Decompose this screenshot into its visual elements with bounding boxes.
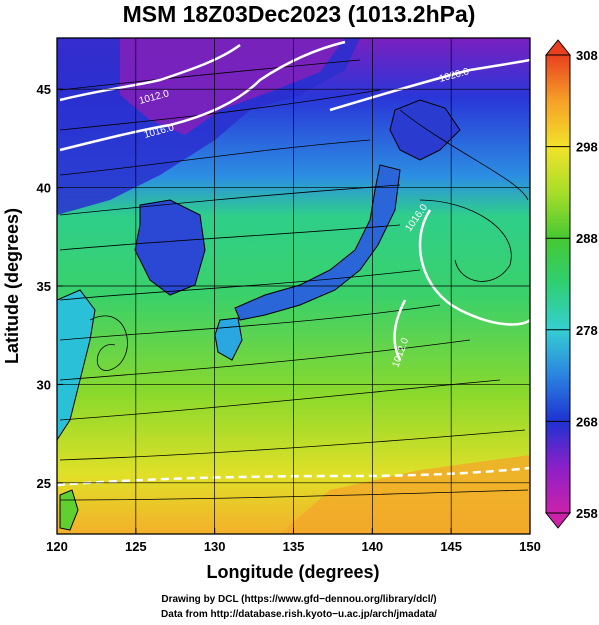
- streamline: [59, 184, 401, 216]
- x-axis: 120 125 130 135 140 145 150: [46, 528, 541, 554]
- colorbar-tick-label: 288: [576, 231, 598, 246]
- isobar-1016-east: [418, 209, 530, 326]
- colorbar-body: [545, 54, 571, 514]
- streamline: [59, 429, 526, 461]
- colorbar-top-arrow: [544, 39, 572, 56]
- streamline: [89, 315, 128, 371]
- y-axis: 25 30 35 40 45: [37, 82, 63, 491]
- y-tick-label: 45: [37, 82, 51, 97]
- streamline: [59, 224, 401, 251]
- x-axis-label: Longitude (degrees): [206, 562, 379, 582]
- warm-air-region: [280, 455, 530, 534]
- plot-area: 1012.0 1016.0 1020.0 1016.0 1012.0: [57, 38, 530, 534]
- x-tick-label: 125: [125, 539, 147, 554]
- x-tick-label: 135: [283, 539, 305, 554]
- credit-data: Data from http://database.rish.kyoto−u.a…: [161, 609, 437, 620]
- honshu-land: [234, 164, 401, 321]
- grid-lines: [57, 38, 530, 534]
- y-tick-label: 35: [37, 279, 51, 294]
- streamline: [419, 199, 512, 282]
- colorbar-tick-label: 258: [576, 506, 598, 521]
- isobars: [57, 40, 530, 487]
- hokkaido-land: [389, 99, 461, 161]
- wind-streamlines: [59, 59, 529, 501]
- isobar-1016-north: [59, 40, 346, 152]
- y-tick-label: 25: [37, 476, 51, 491]
- y-tick-label: 40: [37, 181, 51, 196]
- x-tick-label: 140: [361, 539, 383, 554]
- y-axis-label: Latitude (degrees): [2, 208, 22, 364]
- colorbar-tick-label: 268: [576, 414, 598, 429]
- isobar-1012-north: [59, 43, 241, 102]
- streamline: [399, 109, 529, 201]
- china-coast-land: [57, 289, 96, 441]
- streamline: [59, 379, 501, 421]
- streamline: [59, 139, 371, 176]
- isobar-1020: [329, 58, 530, 112]
- x-tick-label: 130: [204, 539, 226, 554]
- streamline: [59, 269, 421, 301]
- streamline: [59, 339, 471, 381]
- colorbar-bottom-arrow: [544, 512, 572, 529]
- colorbar-tick-label: 298: [576, 140, 598, 155]
- chart-title: MSM 18Z03Dec2023 (1013.2hPa): [123, 1, 476, 27]
- streamline: [59, 59, 361, 91]
- y-tick-label: 30: [37, 377, 51, 392]
- x-tick-label: 120: [46, 539, 68, 554]
- credit-drawing: Drawing by DCL (https://www.gfd−dennou.o…: [161, 594, 436, 605]
- colorbar: 308 298 288 278 268 258: [544, 39, 598, 529]
- streamline: [59, 89, 381, 131]
- streamline: [59, 304, 441, 341]
- x-tick-label: 150: [519, 539, 541, 554]
- korea-land: [134, 199, 206, 296]
- isobar-1012-east: [393, 299, 407, 361]
- colorbar-tick-label: 278: [576, 323, 598, 338]
- colorbar-tick-label: 308: [576, 48, 598, 63]
- streamline: [59, 489, 529, 501]
- x-tick-label: 145: [440, 539, 462, 554]
